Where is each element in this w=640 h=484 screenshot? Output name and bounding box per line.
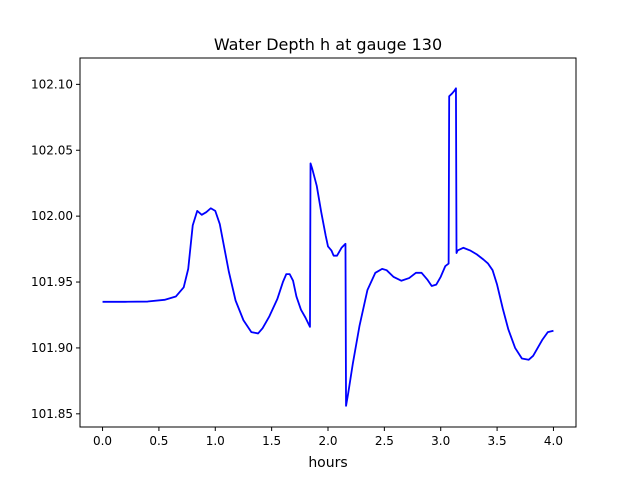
x-tick-label: 3.0 [431,434,450,448]
x-axis-ticks: 0.0 0.5 1.0 1.5 2.0 2.5 3.0 3.5 4.0 [93,427,563,448]
x-tick-label: 2.5 [375,434,394,448]
x-tick-label: 1.5 [262,434,281,448]
x-tick-label: 3.5 [488,434,507,448]
axes-frame [79,57,577,428]
y-tick-label: 101.85 [31,407,73,421]
y-tick-label: 102.10 [31,77,73,91]
chart-title: Water Depth h at gauge 130 [214,35,442,54]
x-tick-label: 2.0 [318,434,337,448]
x-tick-label: 0.0 [93,434,112,448]
x-tick-label: 0.5 [149,434,168,448]
y-axis-ticks: 101.85 101.90 101.95 102.00 102.05 102.10 [31,77,80,421]
y-tick-label: 101.90 [31,341,73,355]
series-line-0 [102,87,554,407]
x-tick-label: 1.0 [206,434,225,448]
x-axis-label: hours [308,455,347,471]
x-tick-label: 4.0 [544,434,563,448]
plot-area [102,87,554,407]
y-tick-label: 102.05 [31,143,73,157]
y-tick-label: 102.00 [31,209,73,223]
y-tick-label: 101.95 [31,275,73,289]
